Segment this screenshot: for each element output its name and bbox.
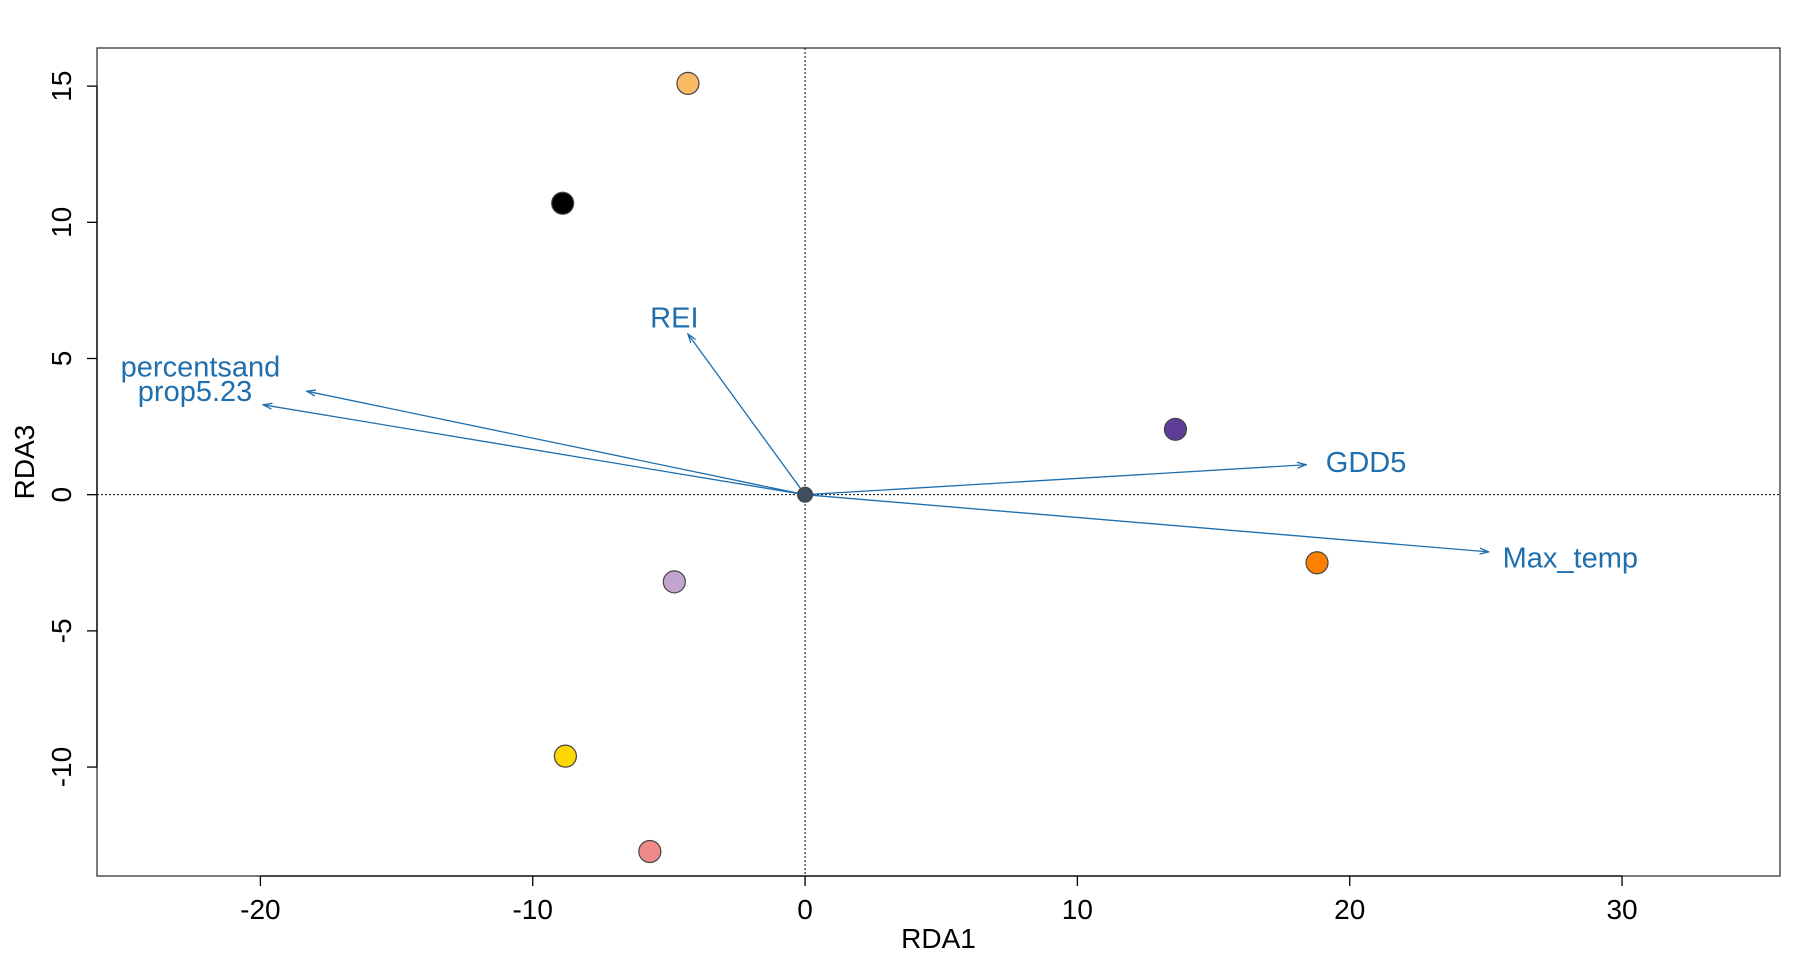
x-axis: -20 -10 0 10 20 30 xyxy=(240,875,1638,925)
site-point xyxy=(638,839,662,864)
x-axis-label: RDA1 xyxy=(901,923,976,954)
arrow-percentsand xyxy=(307,391,806,496)
arrow-label: GDD5 xyxy=(1326,447,1407,479)
site-point xyxy=(676,71,700,96)
y-tick-label: 10 xyxy=(46,207,77,238)
arrow-rei xyxy=(688,334,806,496)
y-tick-label: -5 xyxy=(46,618,77,643)
site-point xyxy=(551,191,575,215)
plot-frame xyxy=(96,47,1781,877)
x-tick-label: -10 xyxy=(512,894,552,925)
arrow-label: percentsand xyxy=(121,352,281,384)
y-tick-label: 5 xyxy=(46,351,77,367)
y-axis: -10 -5 0 5 10 15 xyxy=(46,71,98,787)
y-tick-label: 15 xyxy=(46,71,77,102)
arrow-max_temp xyxy=(805,494,1489,552)
x-tick-label: 10 xyxy=(1062,894,1093,925)
arrow-label: REI xyxy=(650,303,698,335)
arrow-label: prop5.23 xyxy=(138,376,253,408)
site-point xyxy=(1305,551,1329,575)
points-layer xyxy=(551,71,1329,864)
reference-lines xyxy=(97,48,1780,876)
y-axis-label: RDA3 xyxy=(9,425,40,500)
origin-point xyxy=(796,486,814,503)
site-point xyxy=(662,570,686,594)
site-point xyxy=(553,744,578,768)
arrows-layer xyxy=(263,334,1488,552)
x-tick-label: 30 xyxy=(1606,894,1637,925)
arrow-label: Max_temp xyxy=(1503,542,1638,574)
y-tick-label: 0 xyxy=(46,487,77,503)
x-tick-label: 20 xyxy=(1334,894,1365,925)
site-point xyxy=(1163,417,1188,441)
arrow-gdd5 xyxy=(805,465,1306,496)
y-tick-label: -10 xyxy=(46,747,77,787)
arrow-prop5.23 xyxy=(263,405,806,496)
x-tick-label: 0 xyxy=(797,894,813,925)
x-tick-label: -20 xyxy=(240,894,280,925)
